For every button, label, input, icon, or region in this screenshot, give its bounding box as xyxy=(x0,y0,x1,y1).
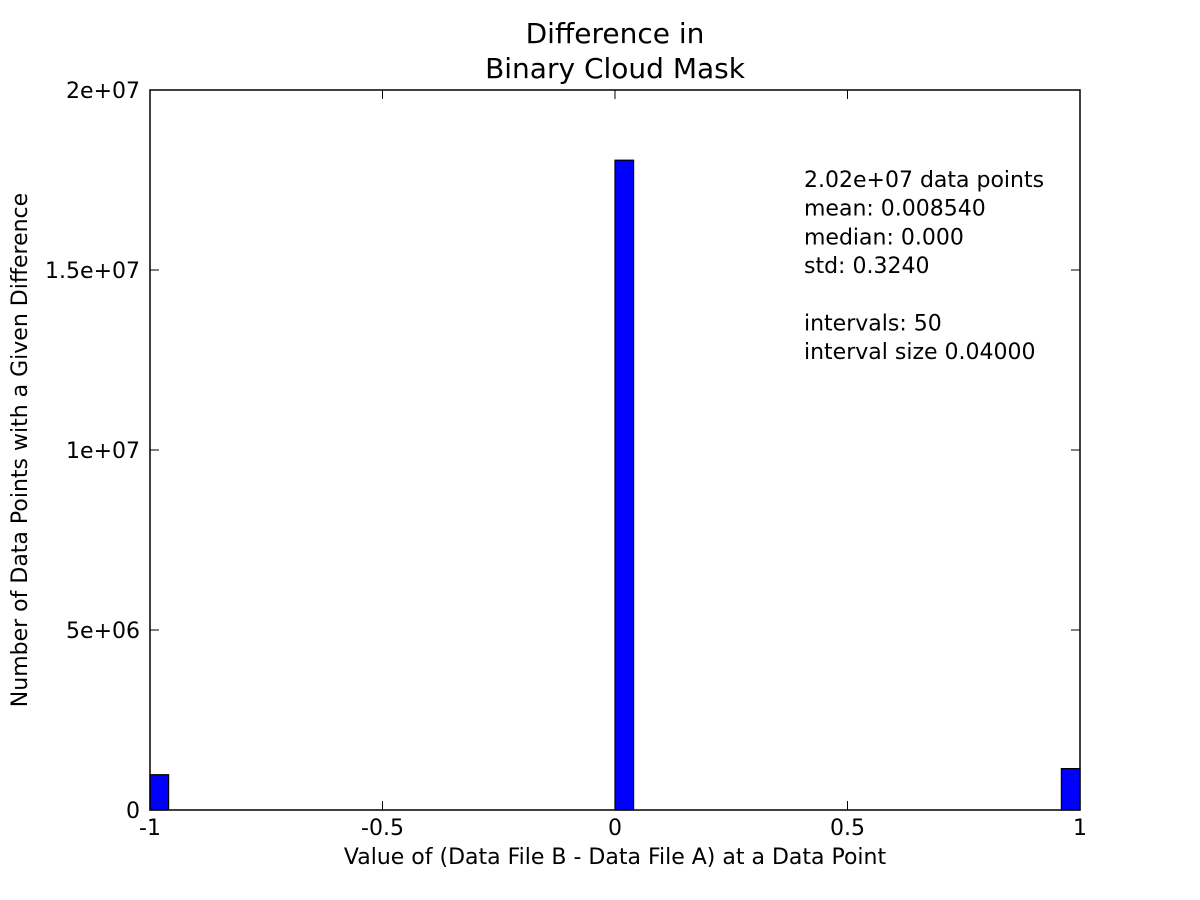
stats-annotation: 2.02e+07 data points mean: 0.008540 median… xyxy=(804,168,1044,365)
x-tick-label: 0 xyxy=(608,816,622,841)
annotation-line: interval size 0.04000 xyxy=(804,340,1036,365)
y-tick-label: 0 xyxy=(126,799,140,824)
x-tick-label: -1 xyxy=(139,816,161,841)
y-tick-label: 5e+06 xyxy=(66,619,140,644)
y-tick-label: 1e+07 xyxy=(66,439,140,464)
axis-ticks: -1 -0.5 0 0.5 1 0 5e+06 1e+07 1.5e+07 2e+07 xyxy=(45,79,1087,841)
annotation-line: 2.02e+07 data points xyxy=(804,168,1044,193)
histogram-bars xyxy=(149,159,1081,811)
annotation-line: median: 0.000 xyxy=(804,225,964,250)
y-axis-label: Number of Data Points with a Given Diffe… xyxy=(8,193,33,707)
annotation-line: mean: 0.008540 xyxy=(804,197,986,222)
title-line-2: Binary Cloud Mask xyxy=(485,52,746,85)
y-tick-label: 1.5e+07 xyxy=(45,259,140,284)
title-line-1: Difference in xyxy=(526,17,705,50)
x-tick-label: -0.5 xyxy=(361,816,404,841)
x-tick-label: 1 xyxy=(1073,816,1087,841)
histogram-bar xyxy=(149,774,170,811)
y-tick-label: 2e+07 xyxy=(66,79,140,104)
annotation-line: intervals: 50 xyxy=(804,312,942,337)
histogram-bar xyxy=(1060,767,1081,811)
x-tick-label: 0.5 xyxy=(830,816,865,841)
histogram-bar xyxy=(614,159,635,811)
x-axis-label: Value of (Data File B - Data File A) at … xyxy=(344,845,887,870)
annotation-line: std: 0.3240 xyxy=(804,254,929,279)
